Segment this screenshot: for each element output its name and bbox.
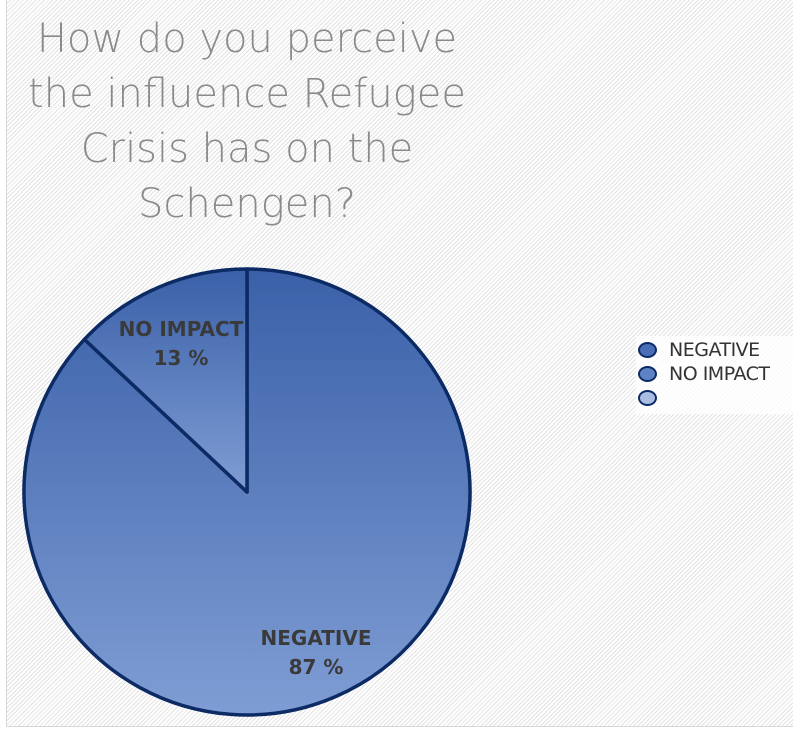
legend-swatch-no-impact (638, 366, 657, 382)
pie-slice-labels: NEGATIVE 87 % NO IMPACT 13 % (119, 317, 372, 679)
slice-value-negative: 87 % (289, 655, 344, 679)
legend-label-no-impact: NO IMPACT (669, 363, 770, 385)
legend-label-negative: NEGATIVE (669, 339, 760, 361)
chart-legend: NEGATIVE NO IMPACT (636, 336, 794, 414)
legend-swatch-blank (638, 390, 657, 406)
pie-slices (22, 267, 472, 717)
legend-item-no-impact: NO IMPACT (638, 363, 770, 385)
legend-swatch-negative (638, 342, 657, 358)
legend-item-blank (638, 387, 669, 409)
slice-value-no-impact: 13 % (154, 346, 209, 370)
pie-slice-no-impact (82, 267, 249, 494)
chart-title: How do you perceive the influence Refuge… (28, 16, 466, 227)
legend-item-negative: NEGATIVE (638, 339, 760, 361)
slice-label-negative: NEGATIVE (261, 626, 372, 650)
slice-label-no-impact: NO IMPACT (119, 317, 244, 341)
